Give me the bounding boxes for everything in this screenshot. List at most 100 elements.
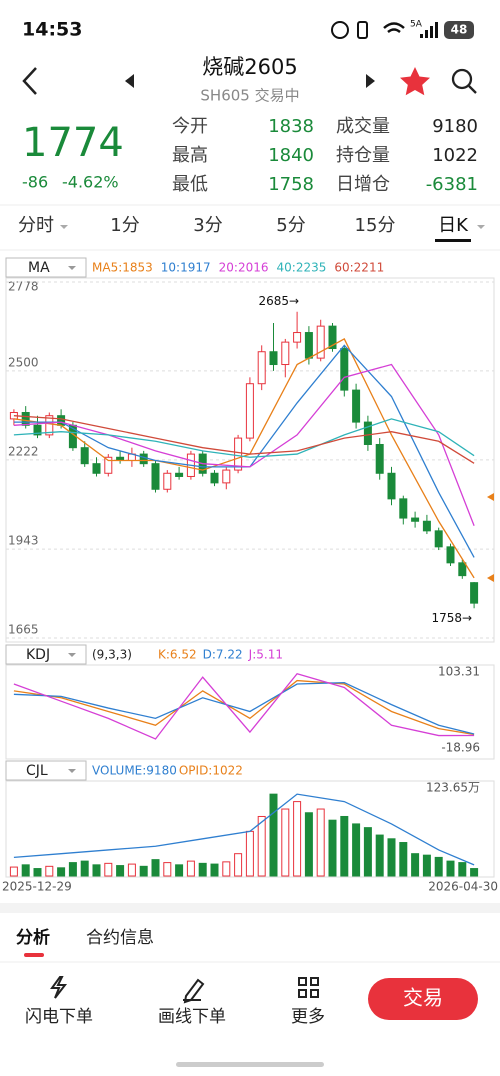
trade-button[interactable] bbox=[368, 978, 478, 1020]
volume-bar bbox=[198, 862, 207, 877]
next-button[interactable] bbox=[366, 74, 375, 88]
volume-bar bbox=[234, 853, 243, 877]
field-value: -6381 bbox=[426, 174, 478, 195]
candle-body bbox=[175, 472, 184, 477]
action-more[interactable]: 更多 bbox=[291, 1007, 325, 1027]
vibrate-icon bbox=[357, 21, 368, 39]
candle-body bbox=[21, 412, 30, 426]
action-flash-order[interactable]: 闪电下单 bbox=[25, 1007, 93, 1027]
kdj-line bbox=[13, 679, 475, 736]
price-annotation: 1758→ bbox=[432, 611, 473, 625]
candle-body bbox=[352, 389, 361, 423]
legend-entry: K:6.52 bbox=[158, 648, 197, 662]
volume-bar bbox=[57, 867, 66, 877]
candle-body bbox=[45, 415, 54, 436]
draw-icon bbox=[183, 978, 205, 1004]
indicator-selector[interactable] bbox=[5, 760, 87, 781]
y-tick-label: 123.65万 bbox=[426, 781, 480, 795]
candle-body bbox=[363, 421, 372, 445]
candle-body bbox=[422, 520, 431, 532]
volume-bar bbox=[68, 862, 77, 877]
volume-bar bbox=[458, 862, 467, 877]
field-label: 今开 bbox=[172, 116, 208, 137]
volume-bar bbox=[269, 793, 278, 877]
dropdown-caret bbox=[68, 653, 76, 657]
action-draw-order[interactable]: 画线下单 bbox=[158, 1007, 226, 1027]
battery-level: 48 bbox=[451, 23, 468, 37]
candle-body bbox=[340, 348, 349, 391]
instrument-title: 烧碱2605 bbox=[202, 55, 297, 79]
candle-body bbox=[139, 453, 148, 465]
candle-body bbox=[104, 456, 113, 474]
indicator-selector[interactable] bbox=[5, 644, 87, 665]
candle-body bbox=[399, 498, 408, 519]
network-type: 5A bbox=[410, 20, 423, 30]
y-tick-label: 1943 bbox=[8, 534, 39, 548]
candle-body bbox=[80, 447, 89, 465]
candle-body bbox=[245, 383, 254, 439]
prev-button[interactable] bbox=[125, 74, 134, 88]
volume-panel bbox=[5, 780, 495, 878]
field-label: 最高 bbox=[172, 145, 208, 166]
home-indicator bbox=[176, 1062, 324, 1067]
tab-indicator bbox=[435, 239, 471, 242]
candle-body bbox=[163, 472, 172, 490]
volume-bar bbox=[340, 815, 349, 877]
volume-bar bbox=[363, 827, 372, 877]
period-tab[interactable]: 1分 bbox=[110, 215, 139, 236]
volume-bar bbox=[80, 860, 89, 877]
volume-bar bbox=[245, 830, 254, 877]
ma-line bbox=[13, 415, 475, 464]
search-handle bbox=[468, 85, 477, 94]
legend-entry: 10:1917 bbox=[161, 261, 211, 275]
y-tick-label: 2500 bbox=[8, 355, 39, 369]
volume-bar bbox=[9, 866, 18, 877]
more-icon bbox=[298, 977, 319, 998]
volume-bar bbox=[127, 863, 136, 877]
period-tab[interactable]: 5分 bbox=[276, 215, 305, 236]
volume-bar bbox=[139, 865, 148, 877]
field-value: 1840 bbox=[268, 145, 314, 166]
wifi-icon bbox=[383, 22, 405, 34]
period-tab[interactable]: 分时 bbox=[18, 215, 54, 236]
period-tab[interactable]: 3分 bbox=[193, 215, 222, 236]
kdj-label: KDJ bbox=[26, 647, 50, 663]
volume-bar bbox=[387, 838, 396, 877]
volume-bar bbox=[210, 863, 219, 877]
volume-bar bbox=[375, 834, 384, 877]
period-tab[interactable]: 15分 bbox=[355, 215, 396, 236]
legend-entry: J:5.11 bbox=[248, 648, 283, 662]
dropdown-caret bbox=[68, 266, 76, 270]
tab-contract[interactable]: 合约信息 bbox=[86, 928, 154, 948]
x-label-end: 2026-04-30 bbox=[428, 880, 498, 894]
field-label: 持仓量 bbox=[336, 145, 390, 166]
volume-bar bbox=[422, 854, 431, 877]
candle-body bbox=[222, 469, 231, 484]
volume-bar bbox=[316, 808, 325, 877]
candle-body bbox=[446, 546, 455, 564]
period-tab[interactable]: 日K bbox=[438, 215, 469, 236]
candle-body bbox=[210, 472, 219, 484]
tab-analysis[interactable]: 分析 bbox=[16, 927, 50, 948]
field-value: 9180 bbox=[432, 116, 478, 137]
candle-body bbox=[328, 325, 337, 350]
volume-bar bbox=[399, 842, 408, 877]
price-change: -86 bbox=[22, 173, 48, 192]
favorite-button[interactable] bbox=[400, 67, 430, 96]
indicator-selector[interactable] bbox=[5, 257, 87, 278]
x-label-start: 2025-12-29 bbox=[2, 880, 72, 894]
search-button[interactable] bbox=[451, 68, 473, 90]
volume-bar bbox=[411, 853, 420, 877]
price-annotation: 2685→ bbox=[259, 294, 300, 308]
legend-entry: 60:2211 bbox=[334, 261, 384, 275]
kdj-panel bbox=[5, 664, 495, 760]
y-tick-label: 1665 bbox=[8, 623, 39, 637]
kdj-line bbox=[13, 681, 475, 735]
y-tick-label: 103.31 bbox=[438, 665, 480, 679]
back-button[interactable] bbox=[22, 67, 37, 95]
legend-entry: OPID:1022 bbox=[179, 764, 243, 778]
volume-bar bbox=[470, 868, 479, 877]
volume-bar bbox=[222, 861, 231, 877]
field-label: 成交量 bbox=[336, 116, 390, 137]
